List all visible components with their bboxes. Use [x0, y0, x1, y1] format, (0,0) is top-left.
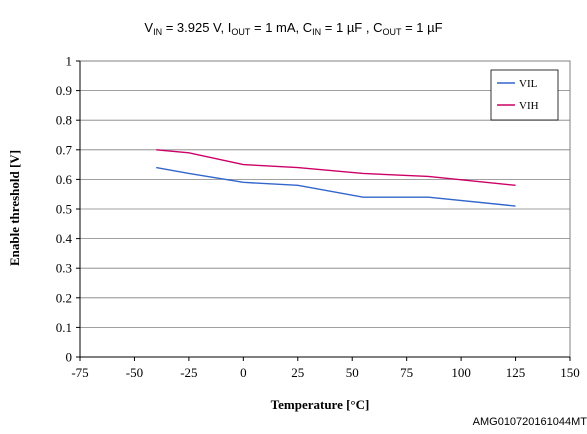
y-tick-label: 0.2	[56, 290, 72, 305]
y-tick-label: 0.9	[56, 83, 72, 98]
series-line-vil	[156, 166, 516, 207]
x-tick-label: 125	[506, 365, 526, 380]
y-tick-label: 0.1	[56, 320, 72, 335]
title-text: = 1 mA, C	[250, 20, 313, 35]
x-tick-label: 75	[400, 365, 413, 380]
title-text: = 1 µF	[401, 20, 443, 35]
x-tick-label: 150	[560, 365, 580, 380]
y-tick-label: 0.3	[56, 261, 72, 276]
y-tick-label: 1	[66, 54, 73, 69]
title-text: = 3.925 V, I	[162, 20, 232, 35]
x-tick-label: 50	[346, 365, 359, 380]
title-subscript: IN	[153, 27, 163, 37]
title-text: V	[144, 20, 154, 35]
title-subscript: OUT	[231, 27, 251, 37]
x-tick-label: -50	[126, 365, 143, 380]
y-tick-label: 0.5	[56, 202, 72, 217]
figure-code: AMG010720161044MT	[472, 416, 587, 428]
y-tick-label: 0.6	[56, 172, 73, 187]
y-tick-label: 0.4	[56, 231, 73, 246]
x-tick-label: 100	[451, 365, 471, 380]
legend-box	[490, 69, 559, 121]
x-tick-label: -75	[71, 365, 88, 380]
title-subscript: IN	[312, 27, 322, 37]
y-axis-label: Enable threshold [V]	[7, 150, 22, 266]
x-tick-label: 25	[291, 365, 304, 380]
legend: VIL VIH	[490, 69, 559, 121]
chart-title: VIN = 3.925 V, IOUT = 1 mA, CIN = 1 µF ,…	[0, 20, 587, 37]
x-axis-label: Temperature [°C]	[271, 397, 370, 412]
legend-label-vil: VIL	[519, 78, 538, 90]
legend-label-vih: VIH	[519, 100, 539, 112]
x-tick-label: -25	[180, 365, 197, 380]
x-tick-label: 0	[240, 365, 247, 380]
title-subscript: OUT	[382, 27, 402, 37]
title-text: = 1 µF , C	[321, 20, 383, 35]
y-tick-label: 0.8	[56, 113, 72, 128]
series-line-vih	[156, 149, 516, 187]
y-tick-label: 0.7	[56, 142, 73, 157]
y-tick-label: 0	[66, 350, 73, 365]
